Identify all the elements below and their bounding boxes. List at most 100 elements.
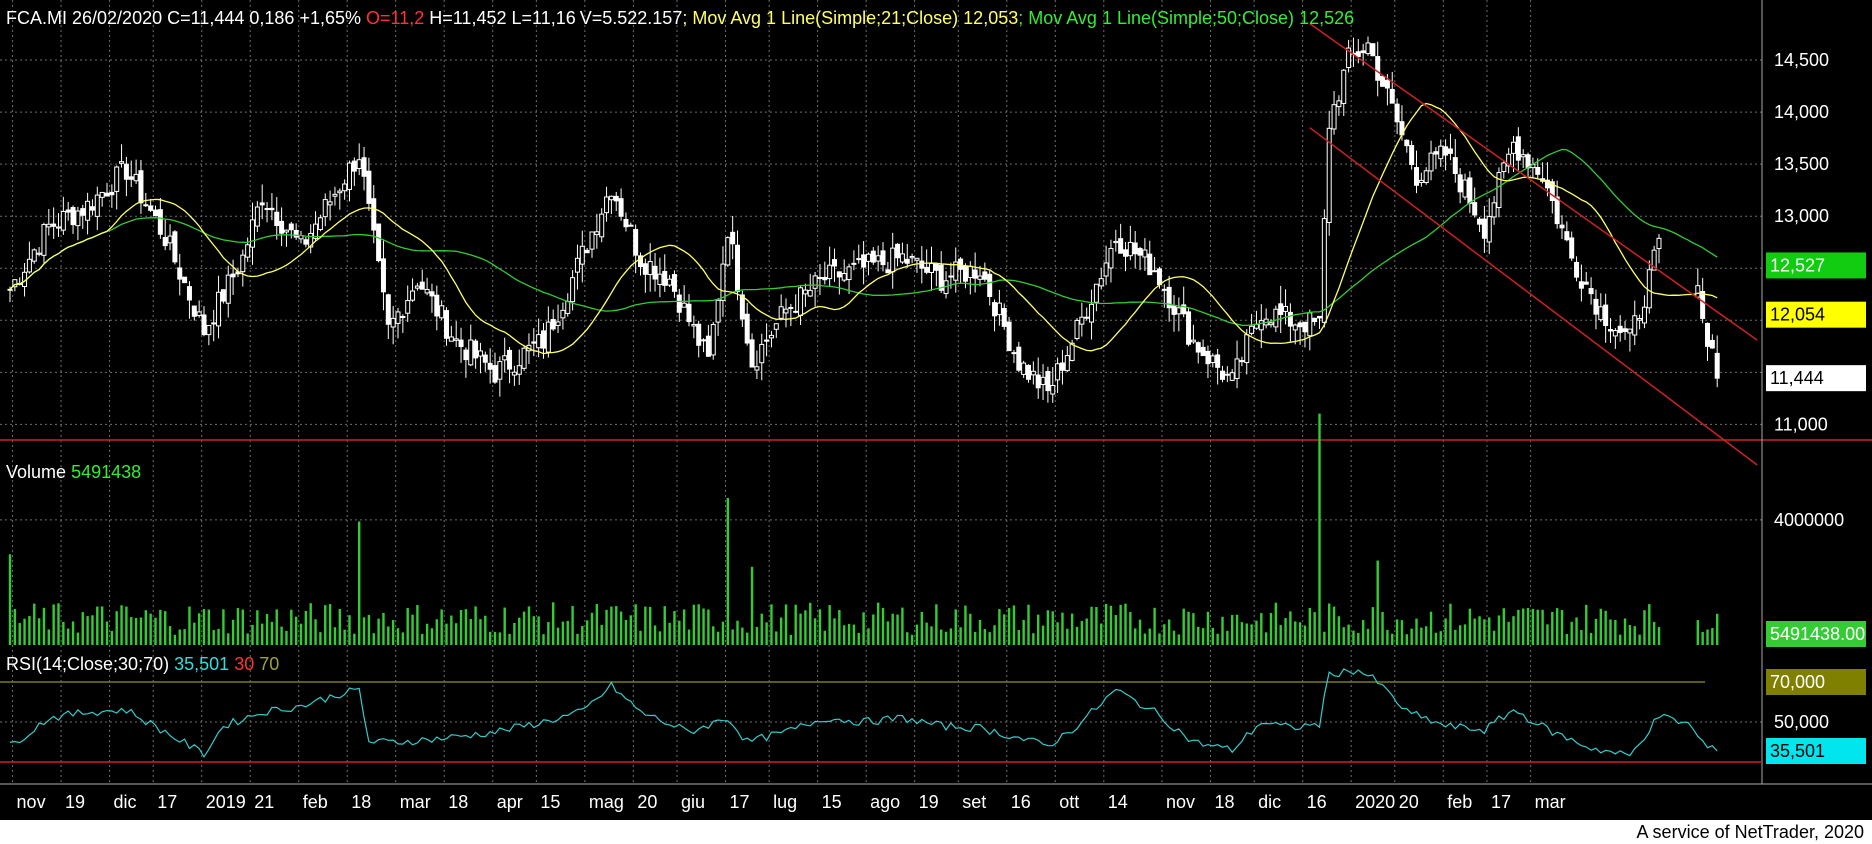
candle-body <box>1559 224 1565 229</box>
candle-body <box>85 200 91 221</box>
candle-body <box>1409 145 1415 166</box>
candle-body <box>1307 312 1313 337</box>
x-tick-label: 19 <box>919 792 939 812</box>
volume-bar <box>1619 634 1622 645</box>
candle-body <box>80 208 86 216</box>
candle-body <box>1312 317 1318 323</box>
price-value-marker-bg <box>1766 301 1866 328</box>
candle-body <box>550 319 556 330</box>
volume-bar <box>130 616 133 645</box>
rsi-header: RSI(14;Close;30;70) 35,501 30 70 <box>6 654 279 674</box>
candle-body <box>1200 346 1206 357</box>
volume-bar <box>1701 631 1704 645</box>
candle-body <box>919 260 925 269</box>
candle-body <box>1574 261 1580 278</box>
price-value-marker-bg <box>1766 252 1866 279</box>
x-tick-label: 14 <box>1108 792 1128 812</box>
candle-body <box>924 266 930 273</box>
volume-bar <box>973 631 977 645</box>
volume-bar <box>159 609 162 645</box>
candle-body <box>962 265 968 282</box>
volume-bar <box>1182 608 1185 645</box>
candle-body <box>337 190 343 194</box>
volume-bar <box>115 611 118 645</box>
volume-bar <box>1623 618 1627 645</box>
volume-bar <box>784 604 788 645</box>
candle-body <box>502 355 508 361</box>
candle-body <box>26 258 32 273</box>
volume-bar <box>552 602 555 645</box>
candle-body <box>996 302 1002 316</box>
candle-body <box>157 209 163 235</box>
candle-body <box>342 183 348 192</box>
candle-body <box>1554 196 1560 225</box>
volume-bar <box>37 618 41 645</box>
volume-bar <box>590 612 594 645</box>
candle-body <box>1084 316 1090 319</box>
rsi-tick-label: 50,000 <box>1774 712 1829 732</box>
volume-bar <box>1070 613 1074 645</box>
candle-body <box>977 275 983 280</box>
candle-body <box>691 323 697 327</box>
volume-bar <box>421 633 424 645</box>
candle-body <box>613 195 619 202</box>
volume-bar <box>1706 629 1709 645</box>
volume-bar <box>1211 627 1214 645</box>
volume-bar <box>794 604 797 645</box>
volume-bar <box>1245 623 1248 645</box>
candle-body <box>1190 339 1196 343</box>
volume-bar <box>71 621 75 645</box>
volume-bar <box>804 610 807 645</box>
volume-bar <box>624 620 628 645</box>
volume-bar <box>134 617 138 645</box>
candle-body <box>720 263 726 301</box>
candle-body <box>710 323 716 356</box>
x-tick-label: 18 <box>1215 792 1235 812</box>
volume-bar <box>779 617 783 645</box>
candle-body <box>657 273 663 286</box>
volume-bar <box>299 623 303 645</box>
volume-bar <box>527 606 531 645</box>
candle-body <box>70 207 76 226</box>
candle-body <box>254 206 260 227</box>
candle-body <box>895 243 901 259</box>
candle-body <box>555 321 561 326</box>
candle-body <box>560 309 566 319</box>
candle-body <box>1205 350 1211 365</box>
candle-body <box>604 196 610 214</box>
candle-body <box>439 305 445 319</box>
volume-bar <box>1381 612 1384 645</box>
x-tick-label: mar <box>1535 792 1566 812</box>
volume-bar <box>619 611 623 645</box>
volume-bar <box>891 613 894 645</box>
candle-body <box>1127 241 1133 257</box>
volume-bar <box>1003 614 1006 645</box>
candle-body <box>1496 172 1502 209</box>
volume-bar <box>1027 604 1030 645</box>
candle-body <box>507 349 513 370</box>
candle-body <box>948 275 954 278</box>
candle-body <box>759 343 765 364</box>
candle-body <box>1093 283 1099 303</box>
candle-body <box>216 291 222 327</box>
volume-bars <box>8 413 1719 645</box>
candle-body <box>856 258 862 261</box>
volume-bar <box>91 615 94 645</box>
volume-bar <box>741 627 744 645</box>
volume-bar <box>843 625 846 645</box>
volume-bar <box>1575 617 1578 645</box>
candle-body <box>1118 238 1124 254</box>
volume-bar <box>1696 620 1699 645</box>
candle-body <box>1113 240 1119 244</box>
rsi-value-marker: 35,501 <box>1770 741 1825 761</box>
candle-body <box>351 160 357 172</box>
candle-body <box>846 266 852 281</box>
volume-bar <box>1454 629 1457 645</box>
volume-bar <box>571 605 574 645</box>
volume-bar <box>1488 617 1491 645</box>
volume-bar <box>828 605 831 645</box>
volume-bar <box>1633 626 1636 645</box>
volume-bar <box>736 620 739 645</box>
volume-bar <box>1129 612 1132 645</box>
volume-bar <box>8 554 12 645</box>
